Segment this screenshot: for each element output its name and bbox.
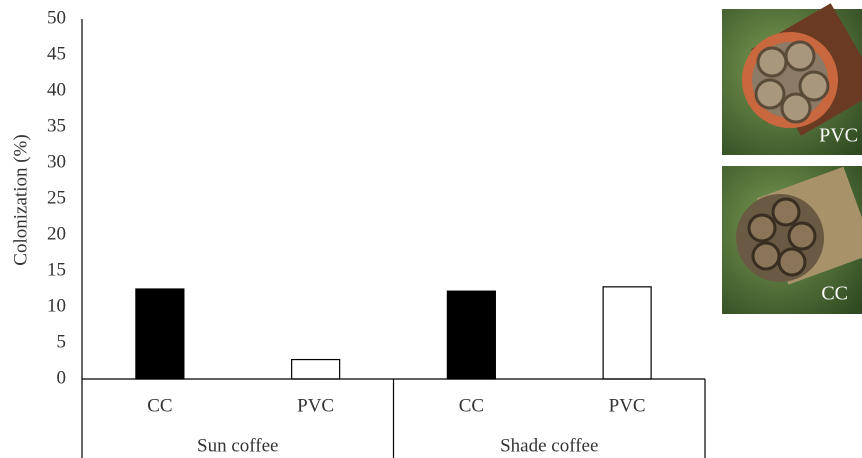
y-tick-label: 20 <box>47 223 66 244</box>
photo-label: PVC <box>819 125 858 147</box>
bar <box>291 358 341 380</box>
photo-label: CC <box>821 283 848 305</box>
group-label: Sun coffee <box>197 435 278 456</box>
group-label: Shade coffee <box>500 435 598 456</box>
y-tick-label: 45 <box>47 43 66 64</box>
bar <box>446 290 496 380</box>
photo <box>722 166 862 314</box>
bar <box>135 288 185 380</box>
x-tick-label: PVC <box>297 395 334 416</box>
y-tick-label: 30 <box>47 151 66 172</box>
x-tick-label: CC <box>147 395 172 416</box>
y-tick-label: 25 <box>47 187 66 208</box>
y-tick-label: 50 <box>47 7 66 28</box>
y-tick-label: 0 <box>57 367 67 388</box>
y-tick-label: 35 <box>47 115 66 136</box>
photo <box>722 3 862 155</box>
y-tick-label: 5 <box>57 331 67 352</box>
x-tick-label: CC <box>459 395 484 416</box>
y-tick-label: 10 <box>47 295 66 316</box>
x-tick-label: PVC <box>609 395 646 416</box>
bar <box>602 286 652 380</box>
y-tick-label: 40 <box>47 79 66 100</box>
y-axis-label: Colonization (%) <box>10 134 31 265</box>
y-tick-label: 15 <box>47 259 66 280</box>
